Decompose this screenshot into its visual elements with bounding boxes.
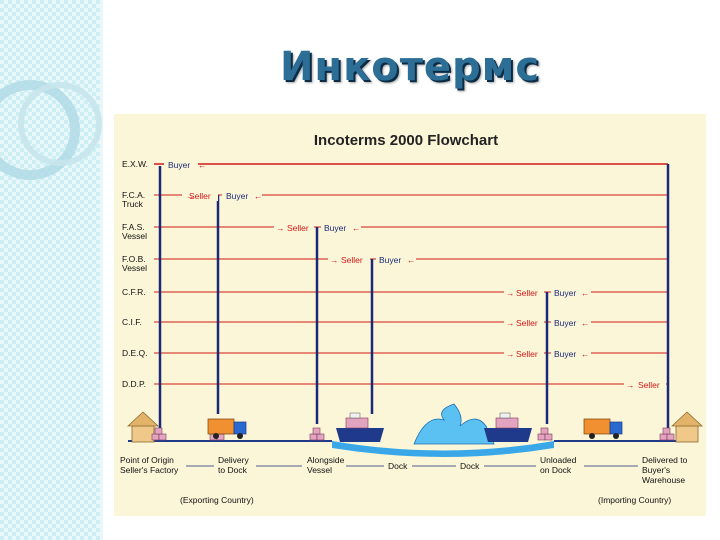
cfr-buyer-label: Buyer: [554, 288, 576, 298]
term-label-cif: C.I.F.: [122, 317, 142, 327]
cfr-buyer-arrow: ←: [581, 288, 590, 298]
cif-buyer-arrow: ←: [581, 318, 590, 328]
term-label-fob: F.O.B.: [122, 254, 146, 264]
wave-icon: [413, 403, 495, 445]
station-labels: Point of Origin Seller's Factory Deliver…: [120, 455, 688, 485]
deq-seller-arrow: →: [506, 349, 515, 359]
cif-buyer-label: Buyer: [554, 318, 576, 328]
term-label-fas: F.A.S.: [122, 222, 145, 232]
decorative-circle: [18, 82, 102, 166]
station-origin-line2: Seller's Factory: [120, 465, 179, 475]
exporting-country-label: (Exporting Country): [180, 495, 254, 505]
cif-seller-label: Seller: [516, 318, 538, 328]
station-unloaded-line2: on Dock: [540, 465, 572, 475]
term-label-deq: D.E.Q.: [122, 348, 148, 358]
station-delivered-line3: Warehouse: [642, 475, 685, 485]
term-sub-fca: Truck: [122, 199, 144, 209]
water: [332, 441, 554, 457]
station-delivered-line1: Delivered to: [642, 455, 688, 465]
deq-seller-label: Seller: [516, 349, 538, 359]
station-unloaded-line1: Unloaded: [540, 455, 577, 465]
fas-seller-label: Seller: [287, 223, 309, 233]
factory-house-icon: [126, 411, 160, 443]
fas-buyer-arrow: ←: [352, 223, 361, 233]
exw-buyer-label: Buyer: [168, 160, 190, 170]
fas-seller-arrow: →: [276, 223, 285, 233]
fca-buyer-arrow: ←: [254, 191, 263, 201]
term-sub-fas: Vessel: [122, 231, 147, 241]
ddp-seller-label: Seller: [638, 380, 660, 390]
truck-icon-import: [583, 418, 623, 439]
station-delivery-line2: to Dock: [218, 465, 248, 475]
importing-country-label: (Importing Country): [598, 495, 671, 505]
station-delivered-line2: Buyer's: [642, 465, 670, 475]
deq-buyer-label: Buyer: [554, 349, 576, 359]
cfr-seller-label: Seller: [516, 288, 538, 298]
seller-buyer-tags: Buyer ← → Seller Buyer ← → Seller Buyer …: [164, 159, 666, 390]
term-label-fca: F.C.A.: [122, 190, 145, 200]
station-dock-import: Dock: [460, 461, 480, 471]
station-alongside-line2: Vessel: [307, 465, 332, 475]
fob-buyer-arrow: ←: [407, 255, 416, 265]
term-label-cfr: C.F.R.: [122, 287, 146, 297]
truck-icon-export: [207, 418, 247, 439]
term-sub-fob: Vessel: [122, 263, 147, 273]
term-labels: E.X.W. F.C.A. Truck F.A.S. Vessel F.O.B.…: [122, 159, 148, 389]
warehouse-house-icon: [670, 411, 704, 443]
station-dock-export: Dock: [388, 461, 408, 471]
cif-seller-arrow: →: [506, 318, 515, 328]
flowchart-svg: Incoterms 2000 Flowchart E.X.W. F.C.A. T…: [120, 132, 704, 505]
exw-buyer-arrow: ←: [198, 160, 207, 170]
fas-buyer-label: Buyer: [324, 223, 346, 233]
side-edge: [100, 0, 103, 540]
fca-seller-label: Seller: [189, 191, 211, 201]
deq-buyer-arrow: ←: [581, 349, 590, 359]
station-origin-line1: Point of Origin: [120, 455, 174, 465]
fob-buyer-label: Buyer: [379, 255, 401, 265]
fca-buyer-label: Buyer: [226, 191, 248, 201]
ship-icon-export: [336, 412, 384, 442]
fob-seller-label: Seller: [341, 255, 363, 265]
ship-icon-import: [484, 412, 532, 442]
ground: [128, 403, 694, 457]
flowchart-title: Incoterms 2000 Flowchart: [314, 132, 498, 149]
flowchart-panel: Incoterms 2000 Flowchart E.X.W. F.C.A. T…: [114, 114, 706, 516]
cfr-seller-arrow: →: [506, 288, 515, 298]
delivery-lines: [158, 164, 670, 432]
slide-title: Инкотермс: [279, 44, 541, 90]
station-delivery-line1: Delivery: [218, 455, 249, 465]
term-label-exw: E.X.W.: [122, 159, 148, 169]
ddp-seller-arrow: →: [626, 380, 635, 390]
fob-seller-arrow: →: [330, 255, 339, 265]
term-label-ddp: D.D.P.: [122, 379, 146, 389]
station-alongside-line1: Alongside: [307, 455, 345, 465]
fca-seller-arrow: →: [186, 191, 195, 201]
